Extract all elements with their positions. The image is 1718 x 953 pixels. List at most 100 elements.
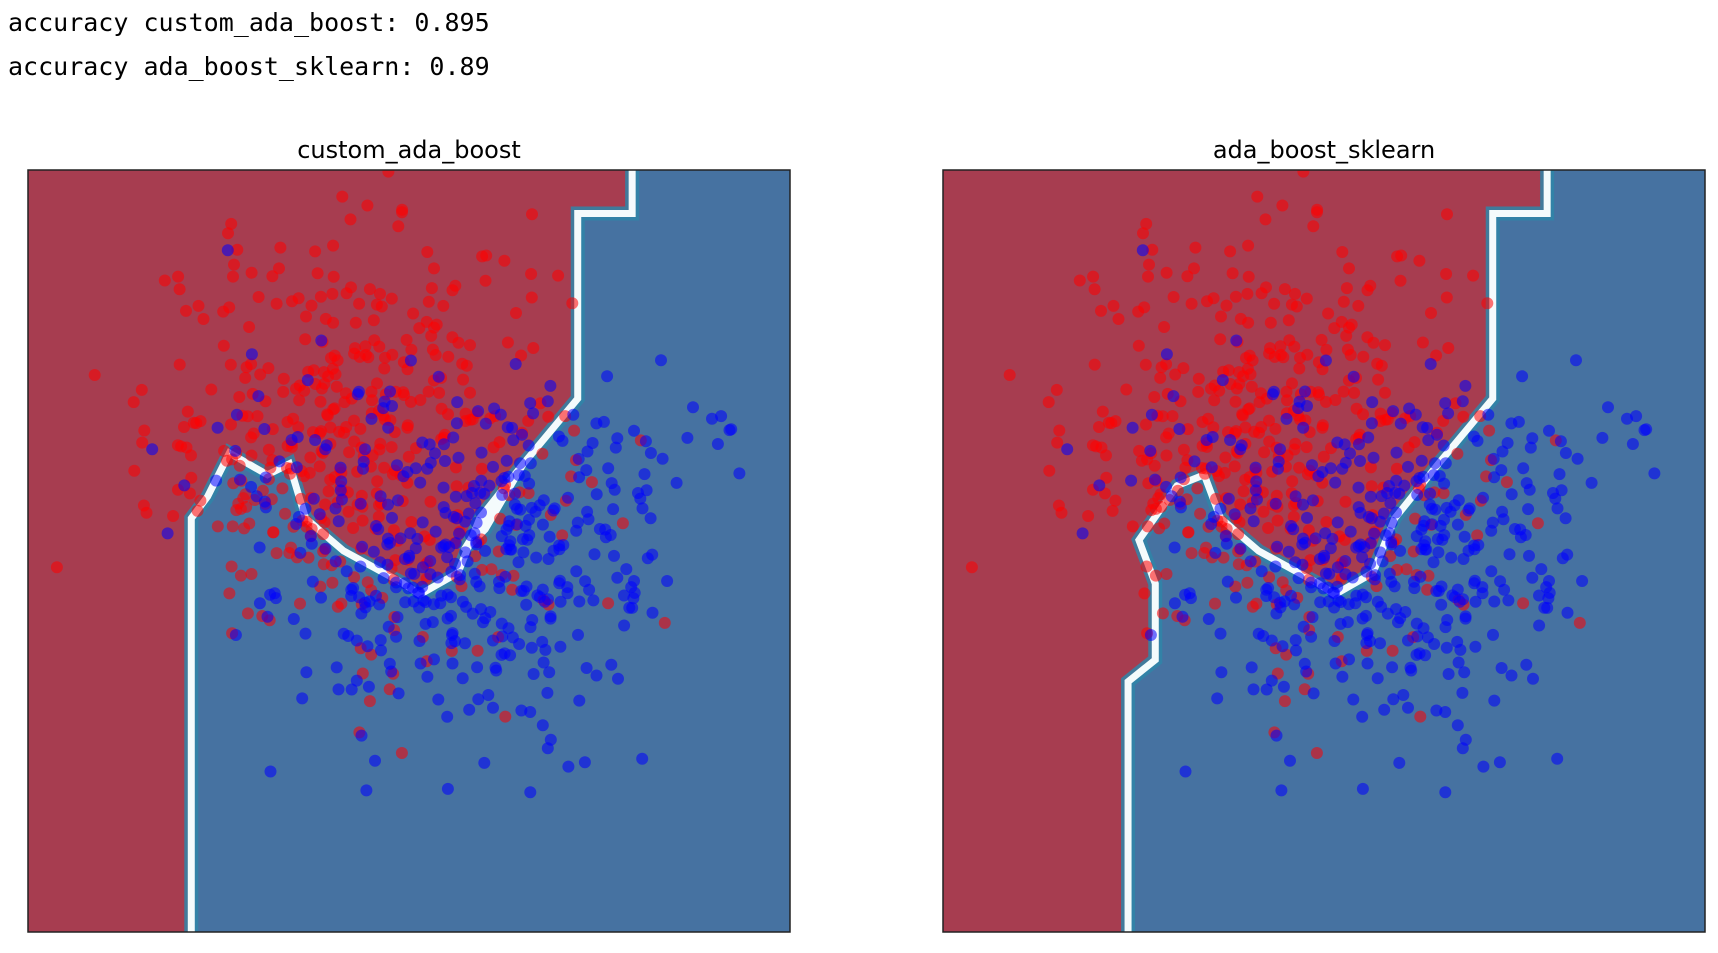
scatter-point-class-1 (1422, 434, 1435, 447)
subplot-title-custom: custom_ada_boost (297, 136, 521, 164)
scatter-point-class-1 (1202, 613, 1215, 625)
scatter-point-class-1 (1435, 598, 1448, 611)
scatter-point-class-0 (426, 343, 439, 356)
scatter-point-class-0 (1232, 558, 1245, 571)
scatter-point-class-0 (194, 494, 207, 507)
scatter-point-class-0 (542, 410, 555, 423)
scatter-point-class-1 (503, 515, 516, 528)
scatter-point-class-1 (1245, 661, 1258, 674)
scatter-point-class-0 (1259, 213, 1272, 226)
scatter-point-class-0 (167, 510, 180, 522)
scatter-point-class-1 (1520, 658, 1533, 671)
scatter-point-class-1 (1467, 430, 1480, 443)
scatter-point-class-1 (210, 474, 223, 487)
scatter-point-class-1 (552, 430, 565, 443)
scatter-point-class-1 (264, 765, 277, 778)
scatter-point-class-0 (1106, 504, 1119, 517)
scatter-point-class-1 (567, 408, 580, 421)
scatter-point-class-1 (354, 560, 367, 573)
scatter-point-class-1 (429, 447, 441, 460)
scatter-point-class-0 (1322, 307, 1335, 320)
scatter-point-class-0 (1365, 480, 1378, 493)
scatter-point-class-1 (605, 658, 618, 671)
scatter-point-class-0 (239, 371, 252, 384)
scatter-point-class-1 (470, 538, 483, 551)
scatter-point-class-0 (1441, 208, 1453, 221)
scatter-point-class-1 (1224, 434, 1237, 446)
scatter-point-class-1 (449, 490, 462, 503)
scatter-point-class-1 (544, 612, 557, 625)
scatter-point-class-1 (1299, 385, 1311, 398)
scatter-point-class-1 (1493, 756, 1506, 769)
scatter-point-class-0 (228, 258, 240, 271)
scatter-point-class-0 (1133, 444, 1146, 457)
scatter-point-class-1 (1375, 490, 1388, 503)
scatter-point-class-1 (1319, 354, 1332, 367)
scatter-point-class-1 (1453, 595, 1466, 608)
scatter-point-class-1 (573, 471, 586, 484)
scatter-point-class-0 (1258, 446, 1271, 459)
scatter-point-class-1 (1211, 692, 1224, 705)
scatter-point-class-1 (211, 421, 224, 434)
scatter-point-class-1 (229, 444, 242, 457)
scatter-point-class-0 (1241, 576, 1254, 589)
scatter-point-class-1 (332, 683, 345, 696)
scatter-point-class-1 (1269, 497, 1282, 510)
scatter-point-class-0 (311, 267, 324, 280)
scatter-point-class-1 (245, 348, 258, 361)
scatter-point-class-0 (178, 421, 190, 433)
scatter-point-class-0 (378, 362, 391, 375)
scatter-point-class-1 (1526, 432, 1539, 445)
scatter-point-class-1 (1458, 530, 1471, 543)
scatter-point-class-0 (404, 395, 417, 408)
scatter-point-class-1 (1167, 390, 1180, 403)
scatter-point-class-0 (1043, 464, 1056, 477)
scatter-point-class-1 (1244, 555, 1257, 568)
scatter-point-class-0 (1132, 339, 1145, 352)
scatter-point-class-0 (136, 436, 149, 449)
scatter-point-class-1 (1356, 551, 1369, 564)
scatter-point-class-0 (1298, 683, 1311, 696)
scatter-point-class-1 (372, 523, 385, 536)
scatter-point-class-1 (554, 640, 567, 653)
scatter-point-class-1 (1252, 627, 1265, 640)
scatter-point-class-0 (425, 282, 438, 295)
scatter-point-class-0 (1205, 382, 1217, 395)
scatter-point-class-1 (1160, 480, 1173, 493)
scatter-point-class-0 (1132, 305, 1145, 318)
scatter-point-class-1 (1136, 244, 1149, 257)
scatter-point-class-0 (1250, 597, 1263, 610)
scatter-point-class-1 (382, 532, 394, 545)
scatter-point-class-0 (1278, 283, 1291, 296)
scatter-point-class-1 (1280, 412, 1293, 425)
scatter-point-class-1 (536, 719, 549, 732)
scatter-point-class-1 (450, 417, 463, 430)
scatter-point-class-0 (1240, 352, 1252, 364)
scatter-point-class-1 (355, 607, 368, 620)
scatter-point-class-0 (1251, 190, 1264, 203)
scatter-point-class-1 (1424, 358, 1437, 370)
scatter-point-class-0 (1146, 243, 1159, 256)
scatter-point-class-1 (319, 542, 332, 555)
scatter-point-class-0 (313, 460, 326, 473)
scatter-point-class-1 (484, 606, 497, 618)
scatter-point-class-0 (205, 383, 218, 396)
scatter-point-class-0 (1297, 170, 1310, 178)
scatter-point-class-1 (354, 497, 367, 510)
scatter-point-class-1 (319, 443, 332, 456)
scatter-point-class-1 (1347, 693, 1360, 706)
scatter-point-class-0 (1277, 351, 1290, 364)
scatter-point-class-1 (482, 689, 495, 701)
scatter-point-class-1 (581, 505, 594, 518)
scatter-point-class-0 (424, 495, 437, 508)
scatter-point-class-1 (1524, 441, 1537, 454)
scatter-point-class-1 (1394, 544, 1407, 557)
scatter-point-class-0 (1271, 514, 1284, 527)
scatter-point-class-0 (220, 454, 233, 467)
scatter-point-class-1 (1409, 408, 1422, 421)
scatter-point-class-0 (1301, 348, 1314, 361)
scatter-point-class-1 (1165, 490, 1178, 503)
scatter-point-class-1 (299, 502, 312, 515)
scatter-point-class-0 (241, 607, 254, 620)
